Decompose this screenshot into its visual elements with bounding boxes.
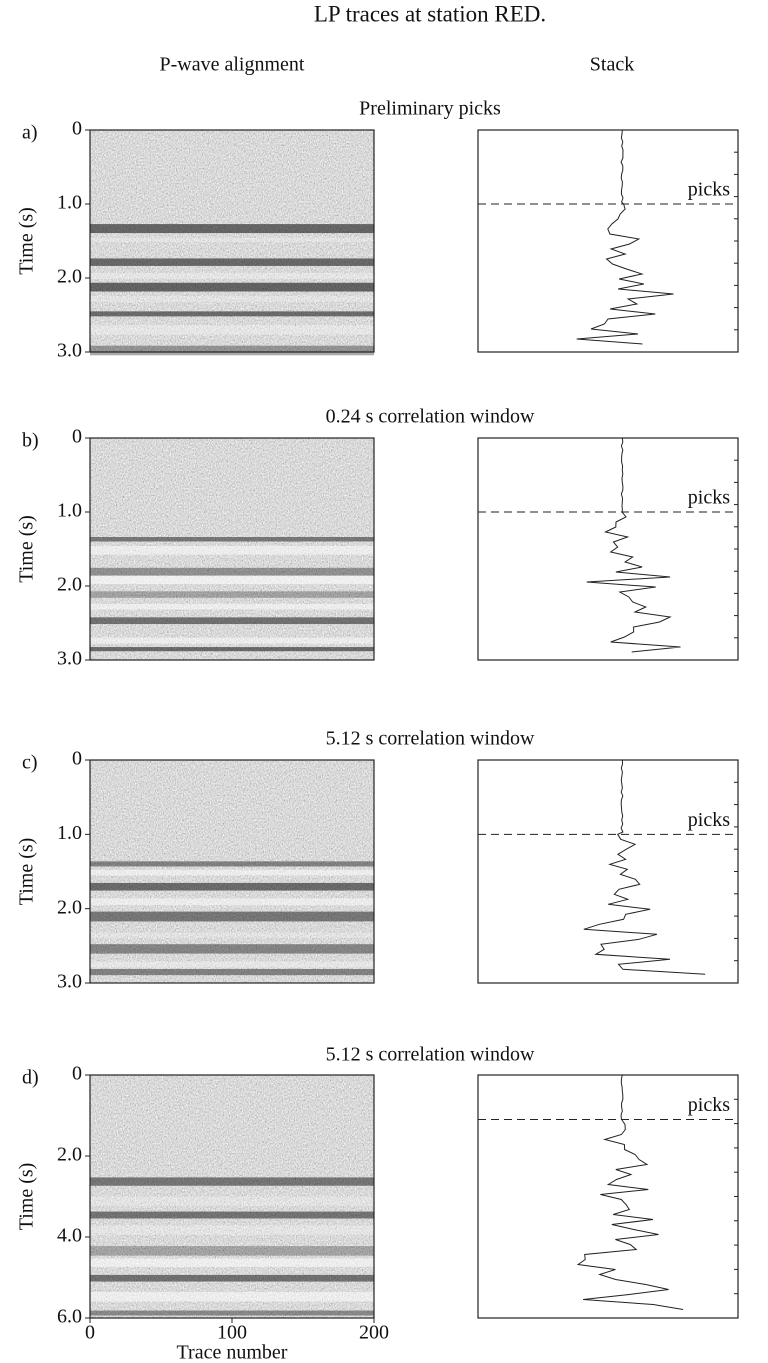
y-tick-label: 4.0 bbox=[57, 1225, 82, 1247]
pick-annotation: picks bbox=[688, 179, 730, 201]
image-band bbox=[90, 325, 374, 335]
image-frame bbox=[89, 129, 375, 353]
y-tick-label: 0 bbox=[72, 1063, 82, 1085]
y-tick-label: 1.0 bbox=[57, 500, 82, 522]
panel-label: a) bbox=[22, 122, 38, 144]
y-tick-label: 1.0 bbox=[57, 192, 82, 214]
image-band bbox=[90, 637, 374, 644]
column-header: Stack bbox=[590, 54, 634, 76]
image-band bbox=[90, 647, 374, 652]
image-band bbox=[90, 567, 374, 576]
image-band bbox=[90, 537, 374, 542]
x-tick-label: 100 bbox=[217, 1322, 247, 1344]
image-band bbox=[90, 1310, 374, 1316]
y-tick-label: 2.0 bbox=[57, 266, 82, 288]
image-band bbox=[90, 1291, 374, 1302]
x-tick-label: 0 bbox=[85, 1322, 95, 1344]
y-tick-label: 2.0 bbox=[57, 1144, 82, 1166]
y-tick-label: 2.0 bbox=[57, 574, 82, 596]
y-axis-label: Time (s) bbox=[16, 515, 38, 583]
image-band bbox=[90, 1225, 374, 1235]
stack-trace bbox=[576, 129, 674, 345]
stack-frame bbox=[477, 437, 739, 661]
image-band bbox=[90, 575, 374, 585]
y-axis-label: Time (s) bbox=[16, 1163, 38, 1231]
figure-title: LP traces at station RED. bbox=[314, 1, 546, 26]
image-band bbox=[90, 311, 374, 317]
y-tick-label: 2.0 bbox=[57, 896, 82, 918]
y-tick-label: 3.0 bbox=[57, 648, 82, 670]
stack-trace bbox=[576, 1074, 684, 1310]
y-tick-label: 3.0 bbox=[57, 340, 82, 362]
image-band bbox=[90, 1177, 374, 1186]
image-band bbox=[90, 1196, 374, 1206]
image-band bbox=[90, 882, 374, 891]
pick-annotation: picks bbox=[688, 809, 730, 831]
y-axis-label: Time (s) bbox=[16, 838, 38, 906]
image-band bbox=[90, 861, 374, 867]
image-band bbox=[90, 869, 374, 876]
x-tick-label: 200 bbox=[359, 1322, 389, 1344]
pick-annotation: picks bbox=[688, 487, 730, 509]
image-band bbox=[90, 224, 374, 234]
y-tick-label: 3.0 bbox=[57, 971, 82, 993]
image-band bbox=[90, 237, 374, 242]
image-band bbox=[90, 591, 374, 598]
column-header: P-wave alignment bbox=[160, 54, 305, 76]
image-band bbox=[90, 272, 374, 279]
image-band bbox=[90, 603, 374, 610]
y-tick-label: 0 bbox=[72, 118, 82, 140]
image-band bbox=[90, 961, 374, 968]
panel-title: 5.12 s correlation window bbox=[326, 1044, 535, 1066]
panel-label: d) bbox=[22, 1067, 39, 1089]
image-band bbox=[90, 932, 374, 938]
image-band bbox=[90, 1211, 374, 1219]
image-band bbox=[90, 1258, 374, 1267]
panel-title: Preliminary picks bbox=[359, 98, 501, 120]
image-band bbox=[90, 258, 374, 266]
image-band bbox=[90, 1246, 374, 1256]
pick-annotation: picks bbox=[688, 1094, 730, 1116]
y-tick-label: 1.0 bbox=[57, 822, 82, 844]
image-band bbox=[90, 911, 374, 922]
image-band bbox=[90, 1274, 374, 1282]
image-band bbox=[90, 296, 374, 303]
stack-trace bbox=[586, 437, 681, 653]
image-frame bbox=[89, 437, 375, 661]
y-tick-label: 6.0 bbox=[57, 1306, 82, 1328]
panel-title: 5.12 s correlation window bbox=[326, 728, 535, 750]
image-band bbox=[90, 944, 374, 954]
panel-title: 0.24 s correlation window bbox=[326, 406, 535, 428]
image-band bbox=[90, 617, 374, 625]
image-frame bbox=[89, 759, 375, 984]
y-tick-label: 0 bbox=[72, 748, 82, 770]
image-band bbox=[90, 545, 374, 555]
x-axis-label: Trace number bbox=[177, 1342, 288, 1363]
panel-label: b) bbox=[22, 430, 39, 452]
image-band bbox=[90, 345, 374, 356]
image-band bbox=[90, 282, 374, 292]
image-band bbox=[90, 968, 374, 976]
y-tick-label: 0 bbox=[72, 426, 82, 448]
image-band bbox=[90, 898, 374, 906]
stack-trace bbox=[583, 759, 706, 975]
y-axis-label: Time (s) bbox=[16, 207, 38, 275]
panel-label: c) bbox=[22, 752, 38, 774]
stack-frame bbox=[477, 759, 739, 984]
